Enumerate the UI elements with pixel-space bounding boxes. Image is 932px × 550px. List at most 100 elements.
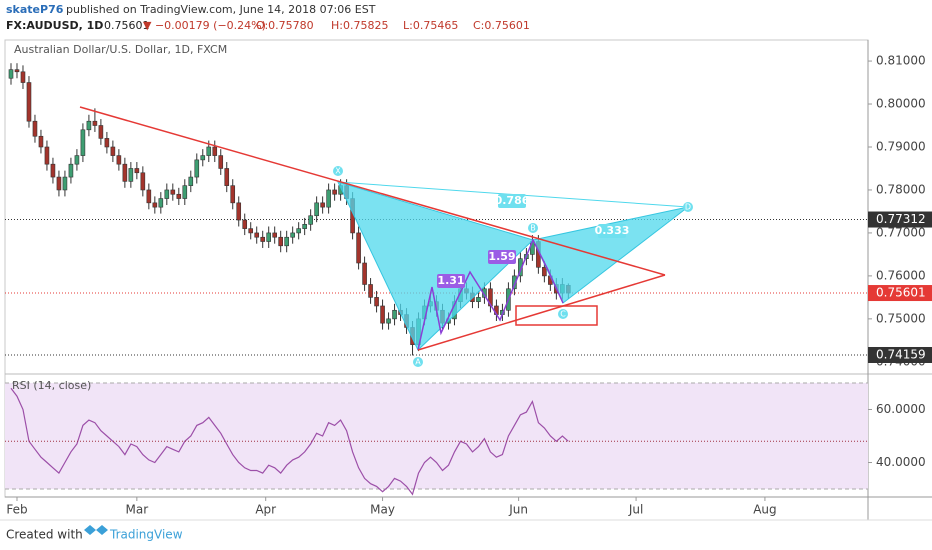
candle-body <box>296 228 301 234</box>
candle-body <box>242 219 248 229</box>
point-marker <box>558 309 568 319</box>
point-marker <box>333 166 343 176</box>
candle-body <box>20 71 26 83</box>
candle-body <box>56 176 62 191</box>
candle-body <box>332 189 337 195</box>
change: ▼ −0.00179 (−0.24%) <box>143 19 266 32</box>
candle-body <box>236 202 242 221</box>
candle-body <box>68 163 74 178</box>
ratio-box <box>488 250 516 264</box>
price-label-box <box>868 285 932 302</box>
y-tick-label: 0.78000 <box>876 182 926 196</box>
price-label: 0.77312 <box>876 212 926 226</box>
price-label: 0.74159 <box>876 347 926 361</box>
published: published on TradingView.com, June 14, 2… <box>66 3 376 16</box>
candle-body <box>248 228 254 234</box>
y-tick-label: 0.76000 <box>876 268 926 282</box>
x-tick-label: Apr <box>255 503 276 517</box>
candle-body <box>272 232 277 238</box>
candle-body <box>26 82 32 122</box>
candle-body <box>374 297 379 307</box>
candle-body <box>110 146 116 156</box>
ratio-box <box>598 224 626 238</box>
candle-body <box>254 232 260 238</box>
candle-body <box>380 305 385 324</box>
candle-body <box>266 232 271 242</box>
candle-body <box>122 163 128 182</box>
candle-body <box>194 159 200 178</box>
y-tick-label: 0.80000 <box>876 97 926 111</box>
drawings <box>79 106 689 351</box>
ratio-box <box>498 194 526 208</box>
y-tick-label: 0.75000 <box>876 311 926 325</box>
candle-body <box>308 215 313 225</box>
candle-body <box>14 69 20 73</box>
candle-body <box>206 146 212 156</box>
candle-body <box>386 318 391 324</box>
candle-body <box>164 189 170 199</box>
x-tick-label: Jul <box>628 503 643 517</box>
candle-body <box>326 189 331 208</box>
candle-body <box>140 172 146 191</box>
candle-body <box>38 135 44 148</box>
candle-body <box>92 120 98 126</box>
candle-body <box>512 275 517 290</box>
candle-body <box>86 120 92 131</box>
candle-body <box>104 138 110 148</box>
candle-body <box>212 146 218 156</box>
point-label: D <box>685 203 691 212</box>
candle-body <box>8 69 14 79</box>
y-tick-label: 0.77000 <box>876 225 926 239</box>
x-tick-label: May <box>370 503 395 517</box>
candle-body <box>218 155 224 169</box>
ratio-label: 0.786 <box>495 194 530 207</box>
y-tick-label: 0.79000 <box>876 139 926 153</box>
candle-body <box>224 168 230 186</box>
candle-body <box>62 176 68 191</box>
candle-body <box>200 155 206 161</box>
author[interactable]: skateP76 <box>6 3 64 16</box>
candle-body <box>146 189 152 204</box>
rsi-tick-label: 40.0000 <box>876 455 926 469</box>
candle-body <box>362 262 367 285</box>
target-zone <box>515 305 598 326</box>
candle-body <box>74 155 80 165</box>
candle-body <box>128 168 134 182</box>
last-price: 0.75601 <box>104 19 150 32</box>
candle-body <box>134 168 140 174</box>
point-label: C <box>560 310 566 319</box>
candle-body <box>260 236 266 242</box>
candle-body <box>50 163 56 178</box>
price-label-box <box>868 211 932 228</box>
candle-body <box>80 129 86 156</box>
x-tick-label: Feb <box>6 503 27 517</box>
symbol: FX:AUDUSD, 1D <box>6 19 103 32</box>
candle-body <box>44 146 50 165</box>
point-label: A <box>415 358 421 367</box>
pattern-xab <box>337 181 534 351</box>
candle-body <box>290 232 295 238</box>
candle-body <box>356 232 361 264</box>
candle-body <box>182 185 188 199</box>
wave <box>417 238 564 351</box>
candle-body <box>542 266 547 277</box>
open: O:0.75780 <box>256 19 314 32</box>
ratio-label: 0.333 <box>595 224 630 237</box>
candle-body <box>476 297 481 302</box>
candle-body <box>116 155 122 165</box>
high: H:0.75825 <box>331 19 388 32</box>
footer-brand[interactable]: TradingView <box>109 528 183 542</box>
point-label: X <box>335 167 341 176</box>
point-marker <box>528 223 538 233</box>
candle-body <box>32 120 38 137</box>
candle-body <box>152 202 158 208</box>
candle-body <box>188 176 194 186</box>
candle-body <box>392 309 397 320</box>
candle-body <box>314 202 319 217</box>
y-tick-label: 0.81000 <box>876 54 926 68</box>
candle-body <box>230 185 236 204</box>
rsi-tick-label: 60.0000 <box>876 402 926 416</box>
candle-body <box>278 236 283 247</box>
